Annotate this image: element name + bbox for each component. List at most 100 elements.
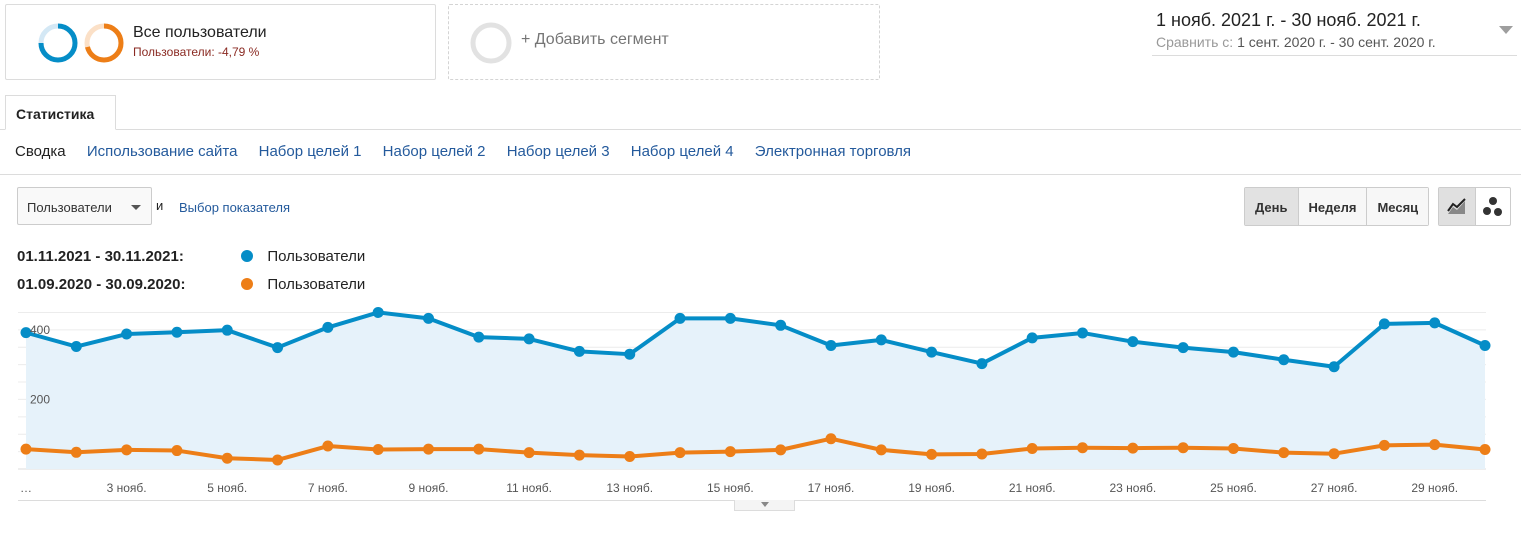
subnav-site-usage[interactable]: Использование сайта [86, 143, 238, 160]
date-range-compare: Сравнить с: 1 сент. 2020 г. - 30 сент. 2… [1156, 34, 1436, 50]
previous-series-point [976, 448, 988, 460]
previous-series-point [1077, 442, 1089, 454]
current-series-point [473, 331, 485, 343]
previous-series-point [473, 443, 485, 455]
current-series-point [1026, 332, 1038, 344]
previous-series-point [1479, 444, 1491, 456]
period-day-button[interactable]: День [1245, 188, 1298, 225]
subnav-summary[interactable]: Сводка [15, 143, 66, 160]
subnav-ecommerce[interactable]: Электронная торговля [754, 143, 912, 160]
current-series-point [1127, 336, 1139, 348]
previous-series-point [1328, 448, 1340, 460]
previous-series-point [573, 449, 585, 461]
choose-metric-link[interactable]: Выбор показателя [179, 200, 290, 215]
report-subnav: Сводка Использование сайта Набор целей 1… [15, 143, 928, 160]
legend-previous: 01.09.2020 - 30.09.2020: Пользователи [17, 276, 365, 293]
current-series-point [422, 312, 434, 324]
subnav-goal-set-1[interactable]: Набор целей 1 [258, 143, 362, 160]
motion-chart-icon [1482, 196, 1502, 216]
chevron-down-icon [1499, 26, 1513, 34]
add-segment-button[interactable]: + Добавить сегмент [448, 4, 880, 80]
previous-series-point [523, 447, 535, 459]
current-series-point [372, 306, 384, 318]
current-series-point [70, 341, 82, 353]
previous-series-line [25, 436, 1486, 462]
current-series-point [1227, 346, 1239, 358]
metric-select[interactable]: Пользователи [17, 187, 152, 225]
current-series-point [121, 328, 133, 340]
current-series-point [221, 324, 233, 336]
previous-series-point [422, 443, 434, 455]
current-series-point [322, 321, 334, 333]
x-tick-label: 11 нояб. [506, 481, 552, 495]
previous-series-point [624, 450, 636, 462]
x-tick-label: 29 нояб. [1411, 481, 1458, 495]
x-tick-label: 19 нояб. [908, 481, 955, 495]
current-series-point [523, 333, 535, 345]
previous-series-point [775, 444, 787, 456]
previous-series-point [20, 443, 32, 455]
period-month-button[interactable]: Месяц [1366, 188, 1429, 225]
compare-value: 1 сент. 2020 г. - 30 сент. 2020 г. [1237, 34, 1436, 50]
metric-select-value: Пользователи [27, 200, 112, 215]
current-series-point [573, 345, 585, 357]
caret-down-icon [131, 205, 141, 210]
tab-divider [0, 129, 1521, 130]
and-label: и [156, 198, 164, 213]
current-series-point [1328, 361, 1340, 373]
chart-view-toggle [1438, 187, 1511, 226]
date-range-picker[interactable]: 1 нояб. 2021 г. - 30 нояб. 2021 г. Сравн… [1152, 4, 1517, 56]
legend-previous-dot [241, 278, 254, 290]
period-week-button[interactable]: Неделя [1297, 188, 1367, 225]
current-series-point [1429, 317, 1441, 329]
x-tick-label: 15 нояб. [707, 481, 754, 495]
current-series-point [20, 327, 32, 339]
previous-series-point [372, 444, 384, 456]
motion-chart-view-button[interactable] [1474, 188, 1511, 225]
subnav-goal-set-3[interactable]: Набор целей 3 [506, 143, 610, 160]
current-series-point [976, 358, 988, 370]
previous-series-point [875, 444, 887, 456]
add-segment-label: + Добавить сегмент [521, 31, 669, 48]
y-tick-label: 400 [30, 323, 50, 337]
current-series-point [1278, 354, 1290, 366]
current-series-point [775, 319, 787, 331]
current-series-point [624, 348, 636, 360]
x-tick-label: … [20, 481, 32, 495]
chart-expander[interactable] [734, 500, 795, 511]
compare-label: Сравнить с: [1156, 34, 1234, 50]
legend-previous-dates: 01.09.2020 - 30.09.2020: [17, 276, 186, 293]
previous-series-point [926, 448, 938, 460]
current-series-point [272, 342, 284, 354]
period-toggle: День Неделя Месяц [1244, 187, 1430, 226]
x-tick-label: 3 нояб. [107, 481, 147, 495]
previous-series-point [1177, 442, 1189, 454]
tab-statistics[interactable]: Статистика [5, 95, 116, 130]
legend-current-name: Пользователи [267, 248, 366, 265]
segment-all-users[interactable]: Все пользователи Пользователи: -4,79 % [5, 4, 436, 80]
previous-series-point [221, 452, 233, 464]
subnav-goal-set-4[interactable]: Набор целей 4 [630, 143, 734, 160]
current-series-point [724, 312, 736, 324]
x-tick-label: 23 нояб. [1109, 481, 1156, 495]
segment-donut-icons [38, 23, 124, 63]
y-tick-label: 200 [30, 392, 50, 406]
x-tick-label: 7 нояб. [308, 481, 348, 495]
line-chart-view-button[interactable] [1439, 188, 1475, 225]
previous-series-point [1227, 442, 1239, 454]
previous-series-point [1278, 447, 1290, 459]
current-series-point [1177, 342, 1189, 354]
line-chart-icon [1446, 197, 1466, 214]
expand-down-icon [761, 502, 769, 507]
current-series-line [25, 310, 1486, 369]
x-tick-label: 25 нояб. [1210, 481, 1257, 495]
previous-series-point [70, 446, 82, 458]
previous-series-point [724, 446, 736, 458]
current-series-point [1479, 339, 1491, 351]
current-series-point [171, 326, 183, 338]
empty-segment-circle-icon [470, 22, 512, 64]
previous-series-point [1026, 442, 1038, 454]
current-series-point [875, 334, 887, 346]
subnav-goal-set-2[interactable]: Набор целей 2 [382, 143, 486, 160]
previous-series-point [171, 445, 183, 457]
